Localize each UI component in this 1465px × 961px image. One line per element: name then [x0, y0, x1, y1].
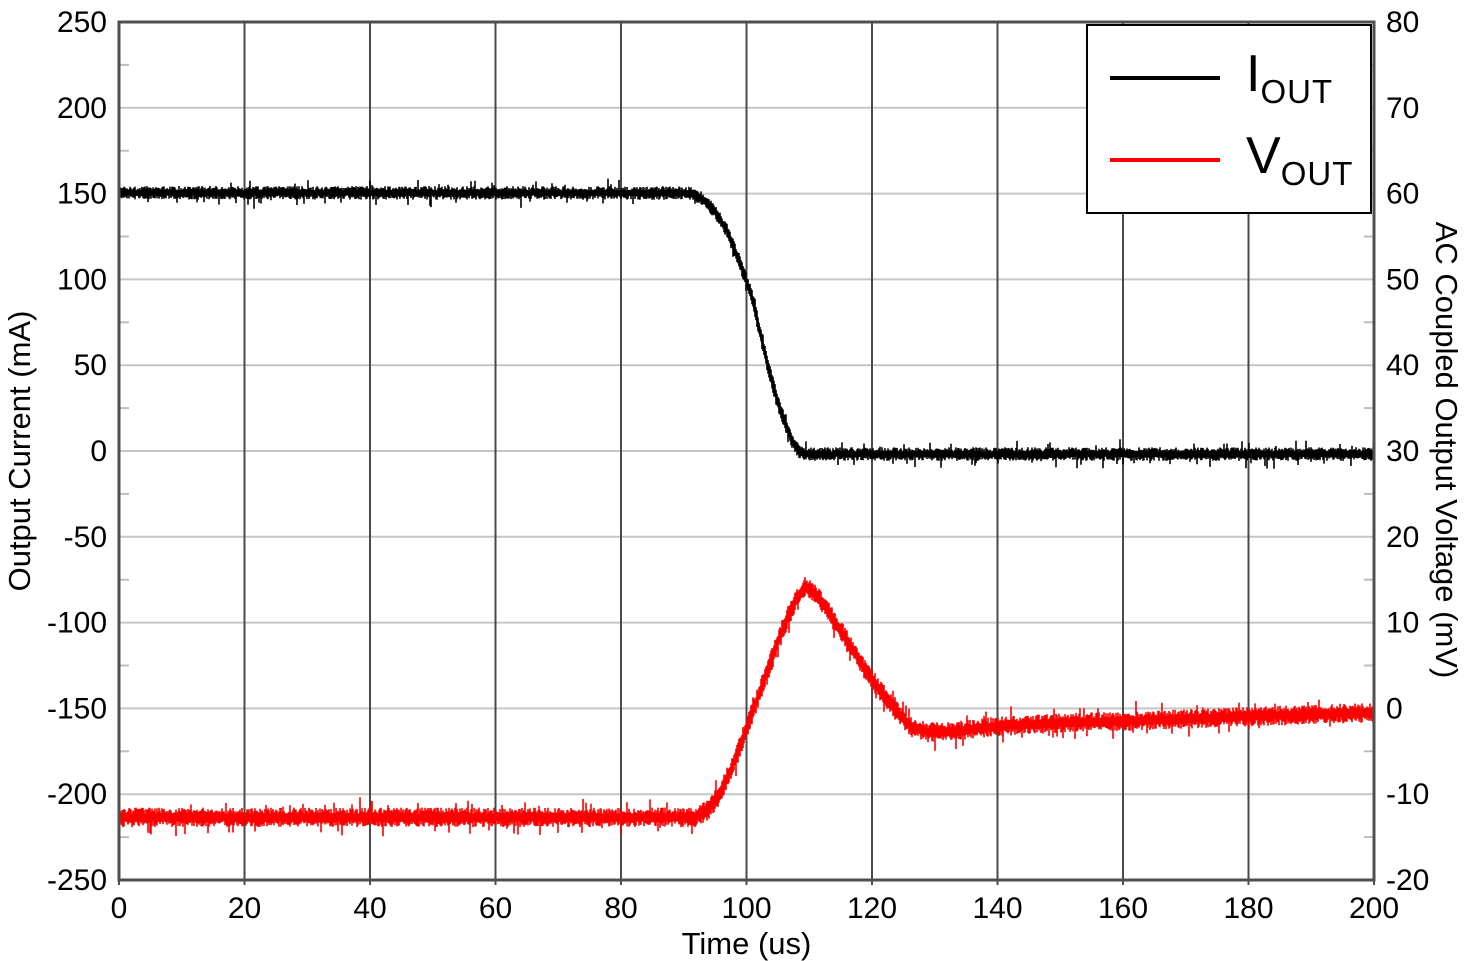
y-right-tick-label: -10	[1386, 778, 1429, 811]
y-left-tick-label: -50	[64, 521, 107, 554]
y-right-tick-label: 70	[1386, 92, 1419, 125]
x-tick-label: 20	[228, 892, 261, 925]
y-right-tick-label: 0	[1386, 692, 1403, 725]
y-right-tick-label: 80	[1386, 6, 1419, 39]
y-right-tick-label: 10	[1386, 607, 1419, 640]
y-left-tick-label: 50	[74, 349, 107, 382]
legend-label: VOUT	[1246, 127, 1354, 192]
y-right-tick-label: 60	[1386, 178, 1419, 211]
y-right-tick-label: 20	[1386, 521, 1419, 554]
y-left-tick-label: -250	[47, 864, 107, 897]
y-left-tick-label: -100	[47, 607, 107, 640]
y-left-tick-label: 150	[57, 178, 107, 211]
y-left-tick-label: 250	[57, 6, 107, 39]
legend: IOUT VOUT	[1086, 24, 1372, 214]
legend-entry-iout: IOUT	[1110, 48, 1370, 108]
legend-line-swatch	[1110, 158, 1220, 162]
x-tick-label: 160	[1098, 892, 1148, 925]
x-tick-label: 0	[111, 892, 128, 925]
y-right-tick-label: 30	[1386, 435, 1419, 468]
y-right-tick-label: 40	[1386, 349, 1419, 382]
x-axis-title: Time (us)	[681, 926, 812, 961]
x-tick-label: 120	[847, 892, 897, 925]
y-right-tick-label: 50	[1386, 263, 1419, 296]
x-tick-label: 180	[1223, 892, 1273, 925]
x-tick-label: 140	[972, 892, 1022, 925]
y-left-tick-label: -200	[47, 778, 107, 811]
y-left-tick-label: 100	[57, 263, 107, 296]
x-tick-label: 100	[721, 892, 771, 925]
x-tick-label: 200	[1349, 892, 1399, 925]
legend-line-swatch	[1110, 76, 1220, 80]
y-left-tick-label: -150	[47, 692, 107, 725]
y-axis-title-left: Output Current (mA)	[2, 310, 37, 592]
y-axis-title-right: AC Coupled Output Voltage (mV)	[1429, 221, 1464, 679]
legend-label: IOUT	[1246, 45, 1334, 110]
x-tick-label: 80	[604, 892, 637, 925]
y-left-tick-label: 200	[57, 92, 107, 125]
legend-entry-vout: VOUT	[1110, 130, 1370, 190]
x-tick-label: 40	[353, 892, 386, 925]
x-tick-label: 60	[479, 892, 512, 925]
y-left-tick-label: 0	[90, 435, 107, 468]
y-right-tick-label: -20	[1386, 864, 1429, 897]
